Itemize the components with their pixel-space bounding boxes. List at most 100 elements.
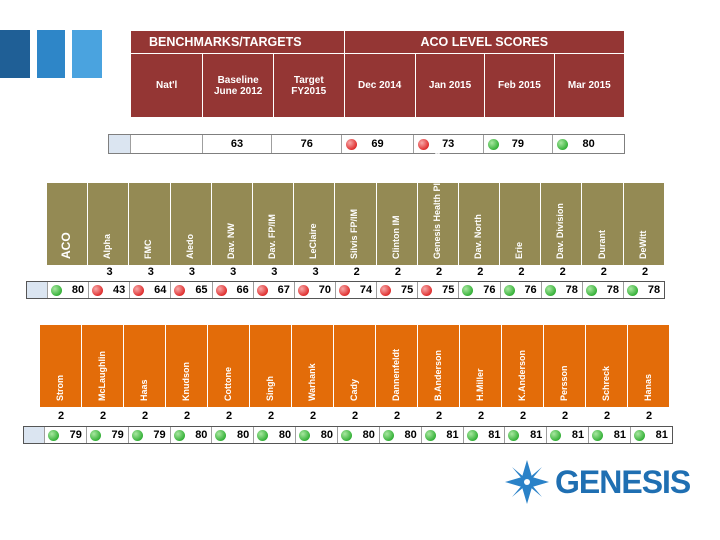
clinic-header-cell: DeWitt <box>623 183 665 265</box>
score-value: 78 <box>606 284 619 296</box>
clinic-header-cell: Silvis FP/IM <box>335 183 377 265</box>
clinic-rank: 2 <box>141 410 149 422</box>
green-status-icon <box>508 430 520 441</box>
green-status-icon <box>634 430 646 441</box>
green-status-icon <box>48 430 59 441</box>
red-status-icon <box>346 139 358 150</box>
benchmark-value-cell: 73 <box>414 135 484 153</box>
score-value: 70 <box>318 284 331 296</box>
clinic-rank: 2 <box>477 410 485 422</box>
benchmark-value: 69 <box>371 138 384 150</box>
clinic-header-cell: Persson <box>544 325 586 407</box>
clinic-rank: 2 <box>267 410 275 422</box>
clinic-name: Genesis Health Plex - Moline <box>431 136 442 259</box>
score-value: 81 <box>613 429 627 441</box>
red-status-icon <box>256 285 268 296</box>
benchmark-col-6: Mar 2015 <box>553 53 626 118</box>
score-cell: 64 <box>130 282 172 298</box>
clinic-name: Dav. NW <box>225 223 236 259</box>
score-value: 80 <box>195 429 208 441</box>
red-status-icon <box>215 285 227 296</box>
score-cell: 76 <box>459 282 501 298</box>
benchmark-col-3: Dec 2014 <box>343 53 416 118</box>
clinic-header-cell: McLaughlin <box>82 325 124 407</box>
clinic-rank: 3 <box>147 266 154 278</box>
clinic-rank: 2 <box>641 266 649 278</box>
score-cell: 75 <box>377 282 419 298</box>
clinics-b-header-row: Strom McLaughlin Haas Knudson Cottone Singh Wa… <box>40 325 670 407</box>
score-cell: 79 <box>129 427 171 443</box>
clinic-name: Haas <box>138 379 149 401</box>
clinic-name: Hanas <box>642 373 653 401</box>
red-status-icon <box>297 285 309 296</box>
clinic-header-cell: Schreck <box>586 325 628 407</box>
benchmark-col-line: Target <box>293 74 324 86</box>
score-value: 80 <box>362 429 375 441</box>
clinic-name: Cady <box>348 378 359 401</box>
score-cell: 81 <box>505 427 548 443</box>
decor-block-3 <box>72 30 102 78</box>
clinic-header-cell: Cottone <box>208 325 250 407</box>
clinic-name: FMC <box>143 239 154 260</box>
benchmark-values-row: 63 76 69 73 79 80 <box>108 134 625 154</box>
score-value: 81 <box>446 429 459 441</box>
clinic-name: DeWitt <box>637 230 648 259</box>
benchmark-value: 73 <box>442 138 455 150</box>
clinics-b-scores: 79 79 79 80 80 80 80 80 80 81 81 81 81 81 81 <box>23 426 673 444</box>
green-status-icon <box>592 430 604 441</box>
score-value: 81 <box>488 429 501 441</box>
score-cell: 70 <box>295 282 336 298</box>
score-value: 81 <box>571 429 585 441</box>
clinic-name: H.Miller <box>474 368 485 401</box>
red-status-icon <box>417 139 429 150</box>
clinic-header-cell: Aledo <box>170 183 212 265</box>
clinic-header-cell: B.Anderson <box>418 325 460 407</box>
score-value: 66 <box>236 284 249 296</box>
clinic-rank: 2 <box>57 410 65 422</box>
benchmark-col-2: Target FY2015 <box>272 53 345 118</box>
clinic-rank: 2 <box>309 410 317 422</box>
clinic-name: Silvis FP/IM <box>349 208 360 259</box>
clinic-name: Strom <box>54 374 65 401</box>
score-value: 65 <box>195 284 208 296</box>
benchmark-value: 63 <box>230 138 244 150</box>
clinic-header-cell: ACO <box>47 183 89 265</box>
clinic-name: Cottone <box>222 367 233 401</box>
clinic-name: Alpha <box>102 233 113 259</box>
clinic-name: Aledo <box>184 233 195 259</box>
benchmark-col-line: Mar 2015 <box>567 80 611 91</box>
clinic-name: K.Anderson <box>516 349 527 401</box>
score-value: 80 <box>320 429 334 441</box>
green-status-icon <box>424 430 436 441</box>
clinic-header-cell: Erie <box>500 183 542 265</box>
clinic-header-cell: Dav. FP/IM <box>252 183 295 265</box>
clinic-rank: 2 <box>394 266 401 278</box>
green-status-icon <box>466 430 478 441</box>
score-cell: 79 <box>87 427 129 443</box>
clinic-name: LeClaire <box>308 223 319 259</box>
clinics-b-ranks: 2 2 2 2 2 2 2 2 2 2 2 2 2 2 2 <box>40 410 670 424</box>
clinic-header-cell: K.Anderson <box>502 325 544 407</box>
benchmark-col-1: Baseline June 2012 <box>202 53 274 118</box>
clinic-rank: 2 <box>477 266 484 278</box>
clinic-rank: 3 <box>312 266 319 278</box>
benchmark-col-4: Jan 2015 <box>414 53 486 118</box>
clinic-name: Warhank <box>306 363 317 401</box>
score-cell: 81 <box>631 427 672 443</box>
clinic-header-cell: Hanas <box>628 325 670 407</box>
clinic-rank: 2 <box>225 410 233 422</box>
score-cell: 81 <box>547 427 590 443</box>
benchmark-value-cell: 79 <box>484 135 554 153</box>
score-value: 80 <box>71 284 85 296</box>
benchmark-lead-cell <box>109 135 131 153</box>
score-value: 75 <box>442 284 455 296</box>
decor-block-1 <box>0 30 30 78</box>
score-value: 81 <box>655 429 668 441</box>
clinic-rank: 2 <box>559 266 566 278</box>
score-cell: 75 <box>418 282 460 298</box>
green-status-icon <box>503 285 515 296</box>
benchmark-col-line: Feb 2015 <box>498 80 541 91</box>
green-status-icon <box>382 430 394 441</box>
clinic-name: Dav. North <box>472 214 483 259</box>
clinic-rank: 3 <box>230 266 237 278</box>
